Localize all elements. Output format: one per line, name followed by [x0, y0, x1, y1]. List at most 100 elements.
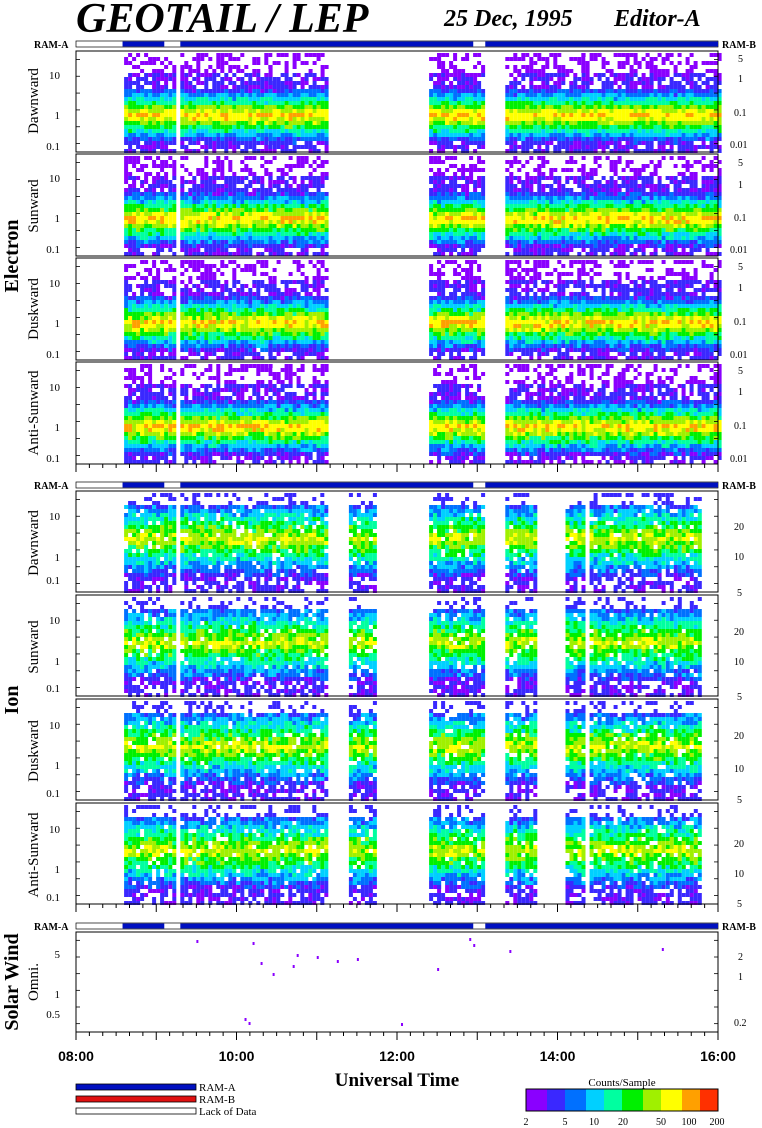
heatmap-cell	[653, 149, 658, 153]
heatmap-cell	[577, 105, 582, 109]
heatmap-cell	[457, 117, 462, 121]
heatmap-cell	[196, 69, 201, 73]
heatmap-cell	[268, 208, 273, 212]
heatmap-cell	[541, 164, 546, 168]
heatmap-cell	[609, 89, 614, 93]
heatmap-cell	[272, 200, 277, 204]
heatmap-cell	[136, 89, 141, 93]
heatmap-cell	[609, 85, 614, 89]
heatmap-cell	[272, 228, 277, 232]
heatmap-cell	[517, 240, 522, 244]
heatmap-cell	[204, 121, 209, 125]
heatmap-cell	[268, 176, 273, 180]
heatmap-cell	[136, 236, 141, 240]
heatmap-cell	[144, 117, 149, 121]
heatmap-cell	[573, 129, 578, 133]
heatmap-cell	[124, 113, 129, 117]
heatmap-cell	[252, 85, 257, 89]
heatmap-cell	[433, 125, 438, 129]
heatmap-cell	[457, 196, 462, 200]
heatmap-cell	[164, 180, 169, 184]
colorbar-tick-100: 100	[682, 1117, 697, 1128]
heatmap-cell	[585, 172, 590, 176]
heatmap-cell	[617, 236, 622, 240]
heatmap-cell	[320, 89, 325, 93]
heatmap-cell	[457, 244, 462, 248]
heatmap-cell	[705, 61, 710, 65]
heatmap-cell	[224, 228, 229, 232]
heatmap-cell	[553, 149, 558, 153]
heatmap-cell	[693, 117, 698, 121]
heatmap-cell	[621, 244, 626, 248]
heatmap-cell	[677, 244, 682, 248]
heatmap-cell	[156, 232, 161, 236]
heatmap-cell	[224, 188, 229, 192]
heatmap-cell	[200, 188, 205, 192]
heatmap-cell	[709, 149, 714, 153]
heatmap-cell	[513, 137, 518, 141]
heatmap-cell	[533, 137, 538, 141]
heatmap-cell	[545, 57, 550, 61]
heatmap-cell	[196, 232, 201, 236]
heatmap-cell	[268, 180, 273, 184]
heatmap-cell	[252, 121, 257, 125]
heatmap-cell	[128, 220, 133, 224]
heatmap-cell	[465, 168, 470, 172]
heatmap-cell	[561, 204, 566, 208]
heatmap-cell	[441, 184, 446, 188]
heatmap-cell	[272, 216, 277, 220]
heatmap-cell	[180, 113, 185, 117]
heatmap-cell	[184, 228, 189, 232]
heatmap-cell	[673, 176, 678, 180]
heatmap-cell	[136, 133, 141, 137]
heatmap-cell	[673, 125, 678, 129]
heatmap-cell	[172, 224, 177, 228]
heatmap-cell	[429, 220, 434, 224]
heatmap-cell	[172, 164, 177, 168]
heatmap-cell	[433, 220, 438, 224]
heatmap-cell	[276, 89, 281, 93]
heatmap-cell	[581, 85, 586, 89]
heatmap-cell	[617, 77, 622, 81]
heatmap-cell	[505, 252, 510, 256]
heatmap-cell	[697, 121, 702, 125]
heatmap-cell	[673, 244, 678, 248]
heatmap-cell	[296, 200, 301, 204]
colorbar-cell	[613, 1089, 617, 1111]
heatmap-cell	[665, 101, 670, 105]
heatmap-cell	[172, 89, 177, 93]
heatmap-cell	[653, 252, 658, 256]
heatmap-cell	[709, 137, 714, 141]
heatmap-cell	[613, 109, 618, 113]
heatmap-cell	[308, 141, 313, 145]
heatmap-cell	[469, 244, 474, 248]
heatmap-cell	[192, 69, 197, 73]
heatmap-cell	[437, 109, 442, 113]
heatmap-cell	[292, 149, 297, 153]
heatmap-cell	[272, 212, 277, 216]
heatmap-cell	[220, 204, 225, 208]
heatmap-cell	[585, 101, 590, 105]
heatmap-cell	[473, 216, 478, 220]
heatmap-cell	[280, 93, 285, 97]
heatmap-cell	[180, 101, 185, 105]
heatmap-cell	[441, 244, 446, 248]
heatmap-cell	[192, 196, 197, 200]
heatmap-cell	[589, 252, 594, 256]
heatmap-cell	[316, 57, 321, 61]
heatmap-cell	[661, 212, 666, 216]
heatmap-cell	[673, 188, 678, 192]
heatmap-cell	[220, 77, 225, 81]
heatmap-cell	[308, 176, 313, 180]
heatmap-cell	[533, 200, 538, 204]
heatmap-cell	[525, 228, 530, 232]
heatmap-cell	[541, 196, 546, 200]
heatmap-cell	[453, 77, 458, 81]
heatmap-cell	[264, 192, 269, 196]
heatmap-cell	[469, 196, 474, 200]
heatmap-cell	[477, 192, 482, 196]
heatmap-cell	[188, 188, 193, 192]
heatmap-cell	[629, 212, 634, 216]
heatmap-cell	[525, 248, 530, 252]
heatmap-cell	[196, 220, 201, 224]
